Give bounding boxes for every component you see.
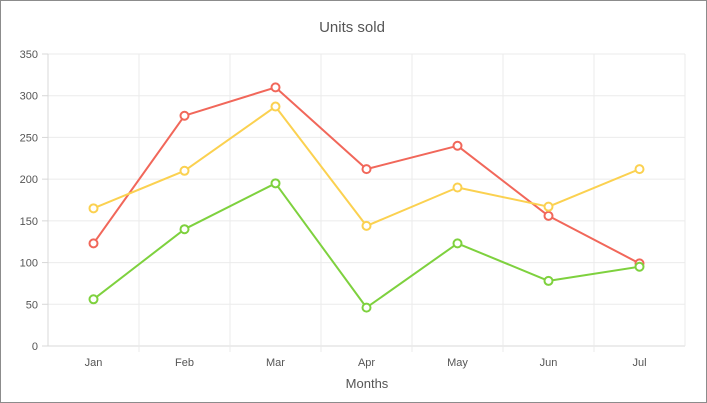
grid-lines	[42, 53, 686, 352]
x-tick-label: May	[447, 357, 468, 369]
data-point[interactable]	[634, 261, 645, 272]
x-tick-label: Feb	[175, 357, 194, 369]
x-tick-label: Apr	[358, 357, 375, 369]
y-tick-label: 50	[26, 299, 38, 311]
x-tick-label: Jun	[540, 357, 558, 369]
series-3	[88, 178, 645, 313]
data-point[interactable]	[361, 164, 372, 175]
data-point[interactable]	[543, 210, 554, 221]
data-point[interactable]	[634, 164, 645, 175]
data-point[interactable]	[361, 220, 372, 231]
y-axis-ticks: 0 50 100 150 200 250 300 350	[20, 49, 38, 353]
x-tick-label: Jul	[632, 357, 646, 369]
data-point[interactable]	[452, 140, 463, 151]
data-point[interactable]	[179, 165, 190, 176]
data-point[interactable]	[88, 203, 99, 214]
x-axis-ticks: Jan Feb Mar Apr May Jun Jul	[85, 357, 647, 369]
y-tick-label: 200	[20, 174, 38, 186]
data-point[interactable]	[452, 182, 463, 193]
y-tick-label: 0	[32, 341, 38, 353]
data-point[interactable]	[88, 238, 99, 249]
series-1	[88, 82, 645, 269]
y-tick-label: 100	[20, 258, 38, 270]
data-point[interactable]	[270, 101, 281, 112]
data-point[interactable]	[88, 294, 99, 305]
data-point[interactable]	[543, 201, 554, 212]
y-tick-label: 350	[20, 49, 38, 61]
series-layer	[88, 82, 645, 313]
data-point[interactable]	[179, 110, 190, 121]
data-point[interactable]	[361, 302, 372, 313]
x-tick-label: Mar	[266, 357, 285, 369]
series-2	[88, 101, 645, 231]
data-point[interactable]	[270, 178, 281, 189]
y-tick-label: 300	[20, 91, 38, 103]
chart-title: Units sold	[319, 19, 385, 36]
x-axis-title: Months	[346, 376, 389, 391]
data-point[interactable]	[270, 82, 281, 93]
data-point[interactable]	[452, 238, 463, 249]
data-point[interactable]	[543, 275, 554, 286]
x-tick-label: Jan	[85, 357, 103, 369]
data-point[interactable]	[179, 224, 190, 235]
y-tick-label: 150	[20, 216, 38, 228]
y-tick-label: 250	[20, 132, 38, 144]
